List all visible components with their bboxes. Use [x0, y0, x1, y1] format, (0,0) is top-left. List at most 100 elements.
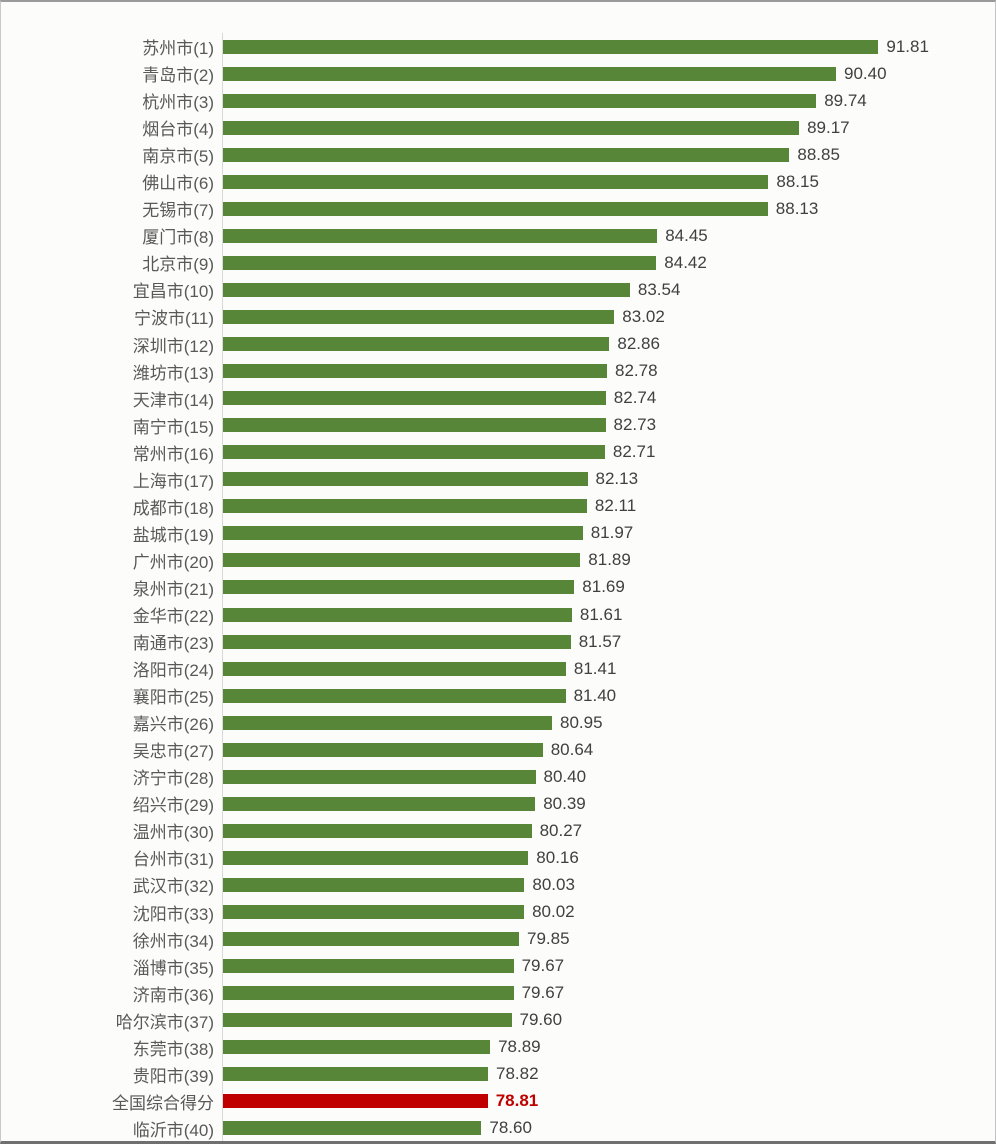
value-label: 82.13 — [595, 469, 639, 489]
chart-row: 济宁市(28) 80.40 — [1, 763, 995, 791]
value-label: 78.82 — [496, 1064, 539, 1084]
value-label: 88.85 — [797, 144, 840, 164]
value-label: 81.40 — [573, 685, 617, 705]
bar — [223, 742, 543, 757]
chart-row: 洛阳市(24) 81.41 — [1, 655, 995, 683]
bar — [223, 282, 630, 297]
plot-area: 88.85 — [222, 141, 995, 169]
bar — [223, 309, 615, 324]
plot-area: 84.42 — [222, 249, 995, 277]
plot-area: 88.15 — [222, 168, 995, 196]
category-label: 南通市(23) — [132, 634, 214, 654]
category-label: 济南市(36) — [132, 985, 214, 1005]
bar — [223, 445, 605, 460]
category-label: 徐州市(34) — [132, 931, 214, 951]
bar — [223, 526, 583, 541]
plot-area: 80.64 — [222, 736, 995, 764]
bar — [223, 1067, 488, 1082]
category-label: 东莞市(38) — [132, 1039, 214, 1059]
category-label: 临沂市(40) — [132, 1120, 214, 1140]
value-label: 83.02 — [622, 306, 665, 326]
category-label: 佛山市(6) — [142, 174, 214, 194]
bar — [223, 66, 836, 81]
category-label: 南京市(5) — [142, 147, 214, 167]
chart-row: 苏州市(1) 91.81 — [1, 33, 995, 61]
bar — [223, 499, 587, 514]
category-label: 深圳市(12) — [132, 336, 214, 356]
plot-area: 89.17 — [222, 114, 995, 142]
category-label: 金华市(22) — [132, 607, 214, 626]
plot-area: 81.41 — [222, 655, 995, 683]
plot-area: 81.40 — [222, 682, 995, 710]
bar — [223, 201, 768, 216]
plot-area: 79.60 — [222, 1006, 995, 1034]
bar — [223, 1040, 491, 1055]
category-label: 贵阳市(39) — [132, 1066, 214, 1086]
category-label: 烟台市(4) — [142, 120, 214, 140]
chart-row: 常州市(16) 82.71 — [1, 438, 995, 466]
plot-area: 80.40 — [222, 763, 995, 791]
category-label: 上海市(17) — [132, 471, 214, 491]
bar — [223, 93, 817, 108]
chart-row: 佛山市(6) 88.15 — [1, 168, 995, 196]
value-label: 90.40 — [844, 63, 887, 83]
chart-row: 南京市(5) 88.85 — [1, 141, 995, 169]
value-label: 84.45 — [665, 225, 708, 245]
chart-row: 贵阳市(39) 78.82 — [1, 1060, 995, 1088]
value-label: 83.54 — [637, 279, 681, 299]
category-label: 嘉兴市(26) — [132, 715, 214, 735]
chart-row: 襄阳市(25) 81.40 — [1, 682, 995, 710]
bar — [223, 634, 571, 649]
bar — [223, 418, 606, 433]
plot-area: 79.67 — [222, 952, 995, 980]
value-label: 88.13 — [775, 198, 819, 218]
bar — [223, 228, 658, 243]
value-label: 88.15 — [776, 171, 819, 191]
value-label: 80.27 — [539, 820, 583, 840]
value-label: 80.64 — [550, 739, 594, 759]
category-label: 全国综合得分 — [112, 1093, 214, 1113]
plot-area: 90.40 — [222, 60, 995, 88]
plot-area: 82.73 — [222, 411, 995, 439]
bar — [223, 796, 536, 811]
plot-area: 82.11 — [222, 492, 995, 520]
value-label: 78.60 — [489, 1118, 532, 1138]
value-label: 82.11 — [594, 496, 637, 516]
plot-area: 91.81 — [222, 33, 995, 61]
plot-area: 80.95 — [222, 709, 995, 737]
plot-area: 89.74 — [222, 87, 995, 115]
value-label: 82.74 — [613, 388, 657, 408]
plot-area: 82.74 — [222, 384, 995, 412]
chart-row: 无锡市(7) 88.13 — [1, 195, 995, 223]
value-label: 82.86 — [617, 334, 660, 354]
plot-area: 88.13 — [222, 195, 995, 223]
bar — [223, 1094, 488, 1109]
bar — [223, 1013, 512, 1028]
value-label: 80.03 — [532, 874, 575, 894]
bar — [223, 337, 610, 352]
bar — [223, 472, 588, 487]
plot-area: 84.45 — [222, 222, 995, 250]
category-label: 天津市(14) — [132, 390, 214, 410]
chart-row: 淄博市(35) 79.67 — [1, 952, 995, 980]
bar — [223, 688, 566, 703]
chart-row: 武汉市(32) 80.03 — [1, 871, 995, 899]
category-label: 北京市(9) — [142, 255, 214, 275]
category-label: 南宁市(15) — [132, 417, 214, 437]
plot-area: 80.02 — [222, 898, 995, 926]
category-label: 武汉市(32) — [132, 877, 214, 897]
chart-row: 烟台市(4) 89.17 — [1, 114, 995, 142]
category-label: 洛阳市(24) — [132, 661, 214, 681]
value-label: 80.40 — [543, 766, 587, 786]
chart-row: 全国综合得分 78.81 — [1, 1087, 995, 1115]
bar — [223, 364, 607, 379]
chart-row: 绍兴市(29) 80.39 — [1, 790, 995, 818]
value-label: 81.61 — [579, 604, 623, 624]
chart-row: 宜昌市(10) 83.54 — [1, 276, 995, 304]
bar — [223, 174, 769, 189]
plot-area: 80.03 — [222, 871, 995, 899]
chart-row: 宁波市(11) 83.02 — [1, 303, 995, 331]
value-label: 89.17 — [807, 117, 850, 137]
chart-row: 厦门市(8) 84.45 — [1, 222, 995, 250]
